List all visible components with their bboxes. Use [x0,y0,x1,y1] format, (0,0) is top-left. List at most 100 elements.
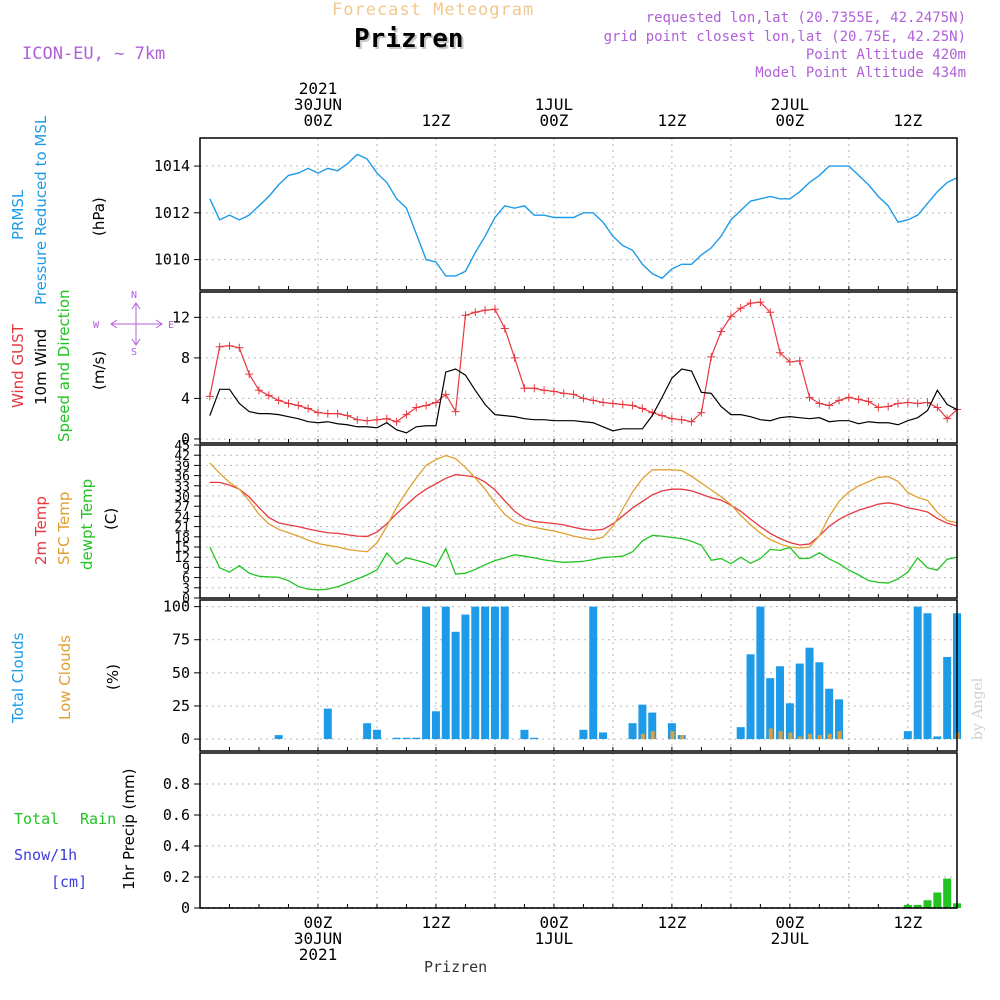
bottom-time-label: 12Z [893,913,922,932]
wind-gust-point [569,390,578,399]
y-tick-label-clouds: 100 [163,598,190,616]
wind-gust-point [746,299,755,308]
y-tick-label-temperature: 33 [174,480,190,495]
product-title: Forecast Meteogram [332,0,535,20]
y-tick-label-temperature: 45 [174,439,190,454]
wind-gust-point [658,411,667,420]
y-tick-label-temperature: 18 [174,531,190,546]
model-label: ICON-EU, ~ 7km [22,44,166,64]
y-tick-label-temperature: 0 [182,592,190,607]
wind-gust-point [510,353,519,362]
wind-gust-point [461,311,470,320]
model-altitude: Model Point Altitude 434m [755,65,966,81]
total-cloud-bar [363,723,372,740]
total-cloud-bar [815,662,824,740]
wind-gust-point [618,400,627,409]
y-tick-label-temperature: 30 [174,490,190,505]
point-altitude: Point Altitude 420m [805,47,966,63]
wind-gust-point [677,415,686,424]
total-cloud-bar [579,729,588,740]
y-tick-label-temperature: 27 [174,500,190,515]
top-time-label: 2021 [299,79,338,98]
precip-bar [933,892,942,908]
top-time-label: 12Z [893,111,922,130]
precip-bar [943,878,952,908]
panel-frame-precip [199,752,958,909]
total-cloud-bar [785,703,794,740]
wind-gust-point [608,399,617,408]
total-cloud-bar [392,737,401,740]
y-tick-label-clouds: 25 [172,697,190,715]
total-cloud-bar [756,606,765,740]
wind-gust-point [490,305,499,314]
total-cloud-bar [835,699,844,740]
total-cloud-bar [471,606,480,740]
total-cloud-bar [825,688,834,740]
wind-gust-point [943,414,952,423]
wind-gust-point [756,298,765,307]
panel-frame-temperature [199,444,958,599]
y-tick-label-pressure: 1010 [154,251,190,269]
total-cloud-bar [500,606,509,740]
wind-gust-point [304,404,313,413]
wind-gust-point [923,398,932,407]
panel-frame-wind [199,291,958,444]
wind-gust-point [687,417,696,426]
panel-frame-pressure [199,137,958,291]
low-cloud-bar [640,733,645,740]
total-cloud-bar [638,704,647,740]
grid-point-coords: grid point closest lon,lat (20.75E, 42.2… [603,29,966,45]
compass-arrows [110,302,163,346]
y-tick-label-pressure: 1012 [154,204,190,222]
wind-gust-point [805,393,814,402]
bottom-time-label: 00Z [304,913,333,932]
wind-gust-point [422,401,431,410]
wind-gust-point [431,398,440,407]
y-tick-label-wind: 0 [181,430,190,448]
t2m-line [209,473,958,546]
total-cloud-bar [412,737,421,740]
wind-gust-point [343,411,352,420]
total-cloud-bar [274,735,283,740]
footer-location: Prizren [424,958,488,976]
y-tick-label-clouds: 75 [172,631,190,649]
wind-gust-point [559,389,568,398]
precip-rain-label: Rain [80,810,117,828]
wind-gust-point [264,391,273,400]
y-tick-label-precip: 0.6 [163,806,190,824]
total-cloud-bar [628,723,637,740]
wind-gust-point [313,408,322,417]
wind-gust-point [441,390,450,399]
wind-gust-point [844,393,853,402]
wind-gust-point [323,409,332,418]
low-cloud-bar [778,731,783,740]
wind-gust-point [766,308,775,317]
y-tick-label-temperature: 15 [174,541,190,556]
wind-gust-point [726,312,735,321]
wind-gust-point [717,327,726,336]
bottom-time-label: 2JUL [771,929,810,948]
y-tick-label-temperature: 12 [174,551,190,566]
wind-gust-point [205,392,214,401]
wind-gust-point [825,401,834,410]
low-cloud-bar [788,732,793,740]
precip-total-label: Total [14,810,60,828]
total-cloud-bar [461,614,470,740]
total-cloud-bar [530,737,539,740]
low-cloud-bar [817,735,822,740]
top-time-label: 2JUL [771,95,810,114]
top-time-label: 12Z [421,111,450,130]
wind-gust-point [274,396,283,405]
wind-gust-point [372,415,381,424]
bottom-time-label: 1JUL [535,929,574,948]
precip-bar [913,904,922,908]
top-time-label: 12Z [657,111,686,130]
total-cloud-bar [943,656,952,740]
y-tick-label-wind: 8 [181,349,190,367]
top-time-label: 00Z [304,111,333,130]
precip-snow-unit-label: [cm] [51,873,88,891]
pressure-line [209,153,958,280]
total-cloud-bar [736,727,745,740]
